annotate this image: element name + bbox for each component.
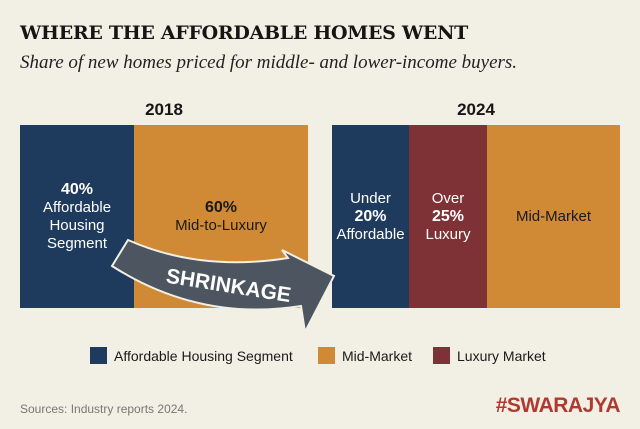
pct-label: 40% xyxy=(60,180,94,198)
prefix: Under xyxy=(350,189,391,207)
legend-item-affordable: Affordable Housing Segment xyxy=(90,347,293,364)
segment-label: Affordable xyxy=(336,225,405,243)
legend-item-mid-market: Mid-Market xyxy=(318,347,412,364)
brand-logo: #SWARAJYA xyxy=(495,394,621,417)
bar-2024-luxury: Over 25% Luxury xyxy=(409,125,487,308)
chart-title: WHERE THE AFFORDABLE HOMES WENT xyxy=(20,22,469,44)
bar-2018-affordable: 40% Affordable Housing Segment xyxy=(20,125,134,308)
segment-label: Mid-Market xyxy=(515,207,591,225)
bar-2024-affordable: Under 20% Affordable xyxy=(332,125,409,308)
source-note: Sources: Industry reports 2024. xyxy=(20,402,188,416)
chart-subtitle: Share of new homes priced for middle- an… xyxy=(20,52,518,73)
legend-label: Affordable Housing Segment xyxy=(114,347,293,364)
bar-2024-mid-market: Mid-Market xyxy=(487,125,620,308)
segment-label: Mid-to-Luxury xyxy=(175,216,267,234)
segment-label: Affordable Housing Segment xyxy=(42,198,112,252)
prefix: Over xyxy=(431,189,465,207)
legend-swatch xyxy=(318,347,335,364)
arrow-shape xyxy=(110,238,336,336)
year-label-2018: 2018 xyxy=(145,100,183,119)
legend-swatch xyxy=(433,347,450,364)
year-label-2024: 2024 xyxy=(457,100,495,119)
legend-label: Mid-Market xyxy=(342,347,413,364)
legend-item-luxury: Luxury Market xyxy=(433,347,546,364)
pct-label: 25% xyxy=(431,207,465,225)
segment-label: Luxury xyxy=(425,225,471,243)
legend-swatch xyxy=(90,347,107,364)
legend-label: Luxury Market xyxy=(457,347,546,364)
pct-label: 20% xyxy=(354,207,387,225)
pct-label: 60% xyxy=(204,198,237,216)
